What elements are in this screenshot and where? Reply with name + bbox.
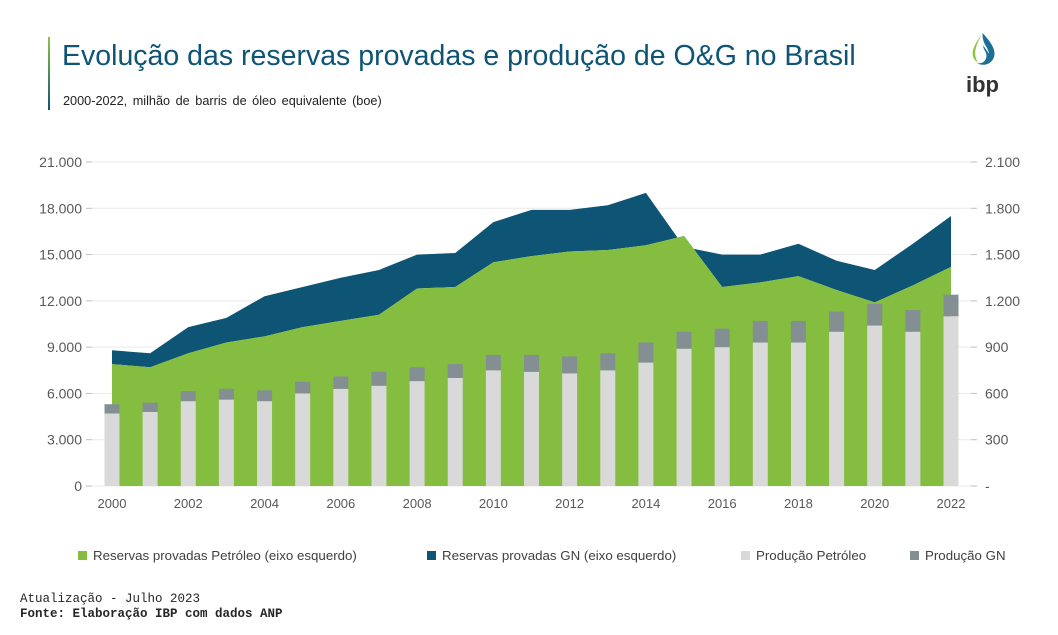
svg-text:2012: 2012 [555,496,584,511]
svg-text:2010: 2010 [479,496,508,511]
svg-text:600: 600 [985,385,1009,401]
svg-text:300: 300 [985,432,1009,448]
svg-text:2000: 2000 [98,496,127,511]
svg-text:9.000: 9.000 [47,339,82,355]
svg-text:2014: 2014 [631,496,660,511]
svg-text:2016: 2016 [708,496,737,511]
svg-text:6.000: 6.000 [47,385,82,401]
svg-text:900: 900 [985,339,1009,355]
svg-text:21.000: 21.000 [39,154,82,170]
svg-text:2020: 2020 [860,496,889,511]
svg-text:12.000: 12.000 [39,293,82,309]
svg-text:1.800: 1.800 [985,200,1020,216]
svg-text:-: - [985,478,990,494]
svg-text:1.500: 1.500 [985,247,1020,263]
svg-text:18.000: 18.000 [39,200,82,216]
svg-text:0: 0 [74,478,82,494]
svg-text:3.000: 3.000 [47,432,82,448]
svg-text:2004: 2004 [250,496,279,511]
svg-text:15.000: 15.000 [39,247,82,263]
svg-text:2008: 2008 [403,496,432,511]
svg-text:2018: 2018 [784,496,813,511]
svg-text:2002: 2002 [174,496,203,511]
svg-text:1.200: 1.200 [985,293,1020,309]
svg-text:2006: 2006 [326,496,355,511]
svg-text:2.100: 2.100 [985,154,1020,170]
svg-text:2022: 2022 [937,496,966,511]
